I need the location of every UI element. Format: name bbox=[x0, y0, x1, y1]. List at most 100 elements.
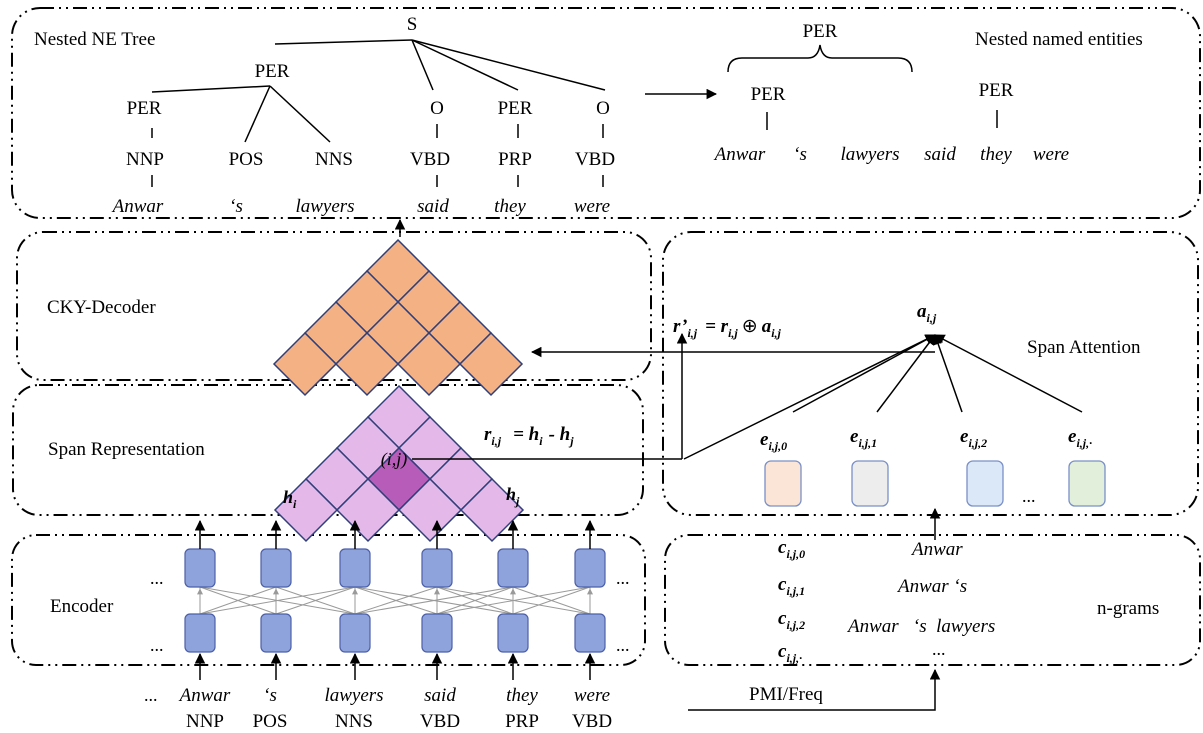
encoder-upper-cell bbox=[339, 548, 371, 588]
entity-word: said bbox=[924, 144, 956, 165]
tree-word: Anwar bbox=[111, 196, 164, 217]
pmi-freq-arrow bbox=[688, 668, 941, 711]
nested-entities: PER PER PER Anwar ‘s lawyers said they w… bbox=[713, 21, 1069, 165]
embedding-label: ei,j,0 bbox=[760, 429, 787, 453]
ngram-text: Anwar bbox=[910, 539, 963, 560]
pyramid-cell bbox=[396, 331, 462, 397]
encoder-lower-cell bbox=[260, 613, 292, 653]
ngram-label: ci,j,· bbox=[778, 641, 802, 665]
pyramid-cell bbox=[273, 477, 339, 543]
encoder-ellipsis: ... bbox=[150, 568, 164, 588]
tree-root-s: S bbox=[407, 14, 418, 35]
pyramid-cell bbox=[272, 331, 338, 397]
encoder-lower-cell bbox=[184, 613, 216, 653]
entity-inner-label: PER bbox=[979, 80, 1014, 101]
encoder-connection bbox=[354, 586, 438, 615]
pyramid-cell bbox=[459, 477, 525, 543]
input-word: ‘s bbox=[263, 685, 277, 706]
encoder-upper-cell bbox=[260, 548, 292, 588]
embedding-label: ei,j,2 bbox=[960, 426, 987, 450]
entity-word: Anwar bbox=[713, 144, 766, 165]
tree-node: PER bbox=[127, 98, 162, 119]
input-tag: PRP bbox=[505, 711, 539, 732]
encoder-connection bbox=[354, 586, 514, 615]
ngram-label: ci,j,1 bbox=[778, 574, 805, 598]
cky-decoder-grid bbox=[272, 238, 524, 397]
embedding-box bbox=[764, 460, 802, 507]
span-cell-label: (i,j) bbox=[381, 449, 408, 470]
cky-decoder-panel bbox=[16, 231, 652, 381]
tree-pos: PRP bbox=[498, 149, 532, 170]
pyramid-cell bbox=[458, 331, 524, 397]
encoder-ellipsis: ... bbox=[616, 568, 630, 588]
input-word: said bbox=[424, 685, 456, 706]
ngrams-title: n-grams bbox=[1097, 598, 1159, 619]
encoder-panel bbox=[11, 534, 646, 666]
tree-per-top: PER bbox=[255, 61, 290, 82]
ngram-list: ci,j,0 Anwar ci,j,1 Anwar ‘s ci,j,2 Anwa… bbox=[778, 537, 995, 665]
encoder-connection bbox=[436, 586, 514, 615]
embedding-box bbox=[966, 460, 1004, 507]
entity-word: were bbox=[1033, 144, 1069, 165]
encoder-connection bbox=[275, 586, 356, 615]
ngrams-panel bbox=[664, 534, 1201, 666]
tree-node: O bbox=[430, 98, 444, 119]
tree-pos: VBD bbox=[410, 149, 450, 170]
input-tag: NNP bbox=[186, 711, 224, 732]
encoder-connection bbox=[512, 586, 591, 615]
h-i-label: hi bbox=[283, 487, 297, 511]
nested-ne-tree: S PER PER O PER O NNP POS NNS VBD PRP VB… bbox=[111, 14, 615, 217]
attention-output-label: ai,j bbox=[917, 301, 937, 325]
encoder-upper-cell bbox=[421, 548, 453, 588]
tree-pos: VBD bbox=[575, 149, 615, 170]
nested-tree-panel bbox=[11, 7, 1201, 219]
encoder-lower-cell bbox=[497, 613, 529, 653]
entity-outer-label: PER bbox=[803, 21, 838, 42]
input-word: they bbox=[506, 685, 538, 706]
nested-tree-title: Nested NE Tree bbox=[34, 29, 155, 50]
nested-entities-title: Nested named entities bbox=[975, 29, 1143, 50]
encoder-network bbox=[184, 519, 606, 680]
input-tokens: ... Anwar ‘s lawyers said they were NNP POS NNS V… bbox=[144, 685, 612, 732]
h-j-label: hj bbox=[506, 484, 520, 508]
span-attention-title: Span Attention bbox=[1027, 337, 1141, 358]
pyramid-cell bbox=[397, 477, 463, 543]
embedding-label: ei,j,1 bbox=[850, 426, 877, 450]
input-tag: VBD bbox=[420, 711, 460, 732]
entity-word: lawyers bbox=[840, 144, 899, 165]
encoder-lower-cell bbox=[339, 613, 371, 653]
encoder-lower-cell bbox=[574, 613, 606, 653]
combined-rep-formula: r’i,j = ri,j ⊕ ai,j bbox=[673, 316, 782, 340]
input-ellipsis: ... bbox=[144, 685, 158, 705]
tree-word: said bbox=[417, 196, 449, 217]
encoder-upper-cell bbox=[574, 548, 606, 588]
tree-node: PER bbox=[498, 98, 533, 119]
entity-inner-label: PER bbox=[751, 84, 786, 105]
input-word: were bbox=[574, 685, 610, 706]
ngram-embeddings: ei,j,0 ei,j,1 ei,j,2 ei,j,· ... bbox=[760, 426, 1106, 507]
entity-word: ‘s bbox=[793, 144, 807, 165]
embedding-box bbox=[851, 460, 889, 507]
tree-pos: NNS bbox=[315, 149, 353, 170]
embedding-ellipsis: ... bbox=[1022, 486, 1036, 506]
encoder-ellipsis: ... bbox=[150, 635, 164, 655]
tree-node: O bbox=[596, 98, 610, 119]
tree-word: ‘s bbox=[229, 196, 243, 217]
ngram-text: Anwar ‘s bbox=[896, 576, 967, 597]
attention-lines bbox=[683, 334, 1083, 460]
input-word: lawyers bbox=[324, 685, 383, 706]
input-word: Anwar bbox=[178, 685, 231, 706]
pyramid-cell bbox=[334, 331, 400, 397]
tree-word: were bbox=[574, 196, 610, 217]
ngram-text: Anwar ‘s lawyers bbox=[846, 616, 995, 637]
ngram-label: ci,j,2 bbox=[778, 608, 805, 632]
tree-word: they bbox=[494, 196, 526, 217]
span-representation-title: Span Representation bbox=[48, 439, 205, 460]
entity-word: they bbox=[980, 144, 1012, 165]
embedding-box bbox=[1068, 460, 1106, 507]
encoder-title: Encoder bbox=[50, 596, 114, 617]
encoder-connection bbox=[199, 586, 277, 615]
pmi-freq-label: PMI/Freq bbox=[749, 684, 823, 705]
ngram-text: ... bbox=[932, 639, 946, 659]
